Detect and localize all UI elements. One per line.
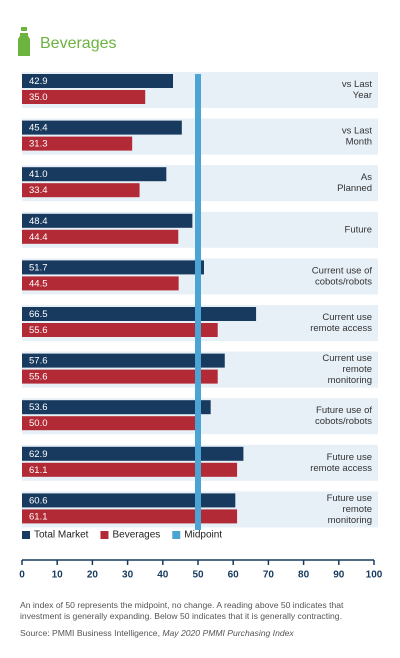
legend-label: Midpoint bbox=[184, 530, 222, 541]
bar bbox=[22, 90, 146, 104]
category-label: remote bbox=[342, 504, 372, 515]
bar bbox=[22, 307, 257, 321]
bar bbox=[22, 74, 174, 88]
category-label: Future use of bbox=[316, 405, 372, 416]
bar bbox=[22, 493, 236, 508]
value-label: 33.4 bbox=[29, 185, 48, 196]
value-label: 55.6 bbox=[29, 372, 48, 383]
category-label: Current use bbox=[322, 353, 372, 364]
category-label: Future bbox=[345, 224, 372, 235]
bar bbox=[22, 353, 225, 368]
bar bbox=[22, 400, 211, 415]
bar bbox=[22, 416, 198, 431]
bar bbox=[22, 120, 182, 135]
bar bbox=[22, 136, 133, 151]
x-tick-label: 30 bbox=[122, 570, 134, 581]
x-tick-label: 10 bbox=[52, 570, 64, 581]
bar bbox=[22, 446, 244, 461]
category-label: Current use of bbox=[312, 265, 373, 276]
category-label: cobots/robots bbox=[315, 276, 372, 287]
value-label: 44.4 bbox=[29, 232, 48, 243]
category-label: vs Last bbox=[342, 126, 372, 137]
value-label: 48.4 bbox=[29, 216, 48, 227]
bar bbox=[22, 167, 167, 182]
x-tick-label: 70 bbox=[263, 570, 275, 581]
category-label: vs Last bbox=[342, 79, 372, 90]
value-label: 50.0 bbox=[29, 418, 48, 429]
legend-label: Total Market bbox=[34, 530, 89, 541]
bar bbox=[22, 213, 193, 228]
category-label: remote access bbox=[310, 463, 372, 474]
chart-title: Beverages bbox=[40, 35, 117, 52]
x-tick-label: 20 bbox=[87, 570, 99, 581]
legend-swatch bbox=[100, 531, 109, 539]
bottle-icon bbox=[18, 27, 30, 56]
bar bbox=[22, 509, 238, 524]
category-label: As bbox=[361, 172, 372, 183]
x-tick-label: 40 bbox=[157, 570, 169, 581]
value-label: 55.6 bbox=[29, 325, 48, 336]
value-label: 66.5 bbox=[29, 309, 48, 320]
category-label: Current use bbox=[322, 312, 372, 323]
bar bbox=[22, 323, 218, 337]
value-label: 53.6 bbox=[29, 402, 48, 413]
value-label: 51.7 bbox=[29, 262, 48, 273]
legend-swatch bbox=[22, 531, 30, 539]
x-tick-label: 90 bbox=[333, 570, 345, 581]
x-tick-label: 60 bbox=[228, 570, 240, 581]
category-label: monitoring bbox=[328, 515, 372, 526]
x-tick-label: 80 bbox=[298, 570, 310, 581]
source: Source: PMMI Business Intelligence, May … bbox=[20, 628, 382, 639]
category-label: Future use bbox=[327, 493, 372, 504]
x-tick-label: 50 bbox=[192, 570, 204, 581]
bar bbox=[22, 369, 218, 384]
value-label: 44.5 bbox=[29, 278, 48, 289]
value-label: 41.0 bbox=[29, 169, 48, 180]
value-label: 42.9 bbox=[29, 76, 48, 87]
category-label: cobots/robots bbox=[315, 416, 372, 427]
bar bbox=[22, 229, 179, 244]
bar bbox=[22, 462, 238, 477]
bar bbox=[22, 276, 179, 291]
value-label: 61.1 bbox=[29, 511, 48, 522]
value-label: 60.6 bbox=[29, 495, 48, 506]
category-label: Year bbox=[353, 90, 372, 101]
category-label: remote access bbox=[310, 323, 372, 334]
bar bbox=[22, 183, 140, 198]
value-label: 31.3 bbox=[29, 139, 48, 150]
category-label: Future use bbox=[327, 452, 372, 463]
category-label: Planned bbox=[337, 183, 372, 194]
bar bbox=[22, 260, 204, 275]
source-title: May 2020 PMMI Purchasing Index bbox=[162, 628, 294, 638]
category-label: Month bbox=[346, 137, 372, 148]
value-label: 62.9 bbox=[29, 449, 48, 460]
legend-label: Beverages bbox=[112, 530, 160, 541]
legend-swatch bbox=[172, 531, 181, 539]
x-tick-label: 0 bbox=[19, 570, 25, 581]
x-tick-label: 100 bbox=[366, 570, 383, 581]
footnote: An index of 50 represents the midpoint, … bbox=[20, 600, 344, 621]
value-label: 45.4 bbox=[29, 123, 48, 134]
category-label: monitoring bbox=[328, 375, 372, 386]
value-label: 57.6 bbox=[29, 356, 48, 367]
value-label: 61.1 bbox=[29, 465, 48, 476]
value-label: 35.0 bbox=[29, 92, 48, 103]
source-text: Source: PMMI Business Intelligence, bbox=[20, 628, 163, 638]
category-label: remote bbox=[342, 364, 372, 375]
